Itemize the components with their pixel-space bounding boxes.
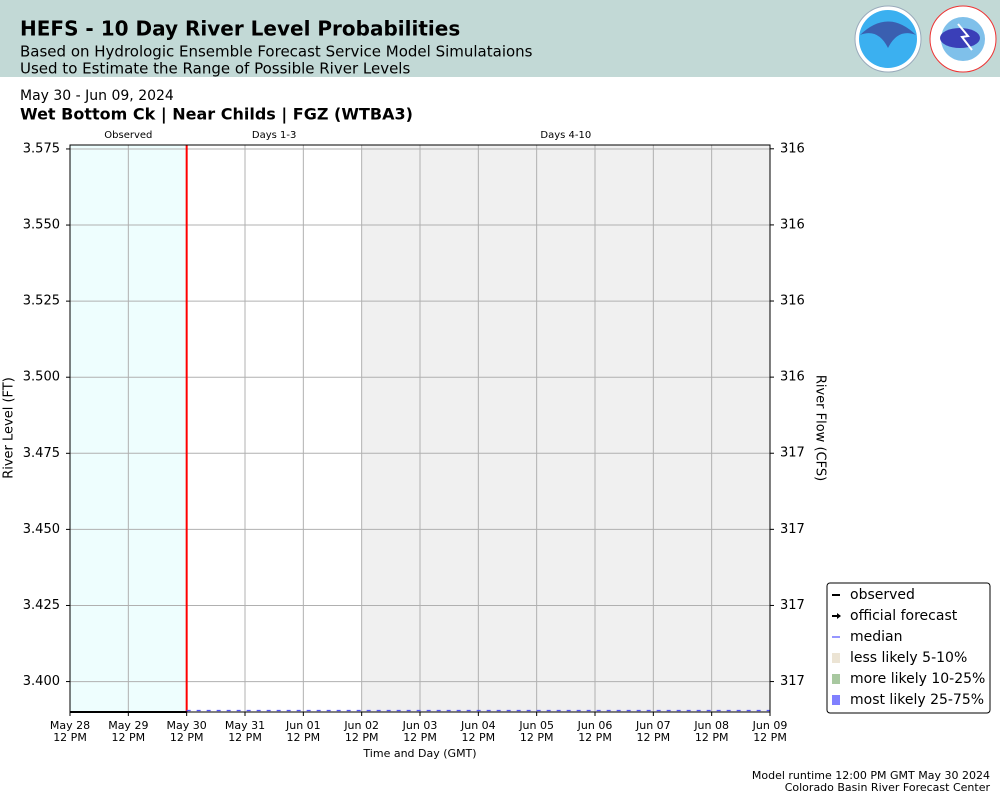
- y2-tick-label: 317: [780, 598, 805, 613]
- page-title: HEFS - 10 Day River Level Probabilities: [20, 17, 460, 41]
- y2-tick-label: 317: [780, 522, 805, 537]
- legend-label: median: [850, 629, 902, 645]
- subtitle: Based on Hydrologic Ensemble Forecast Se…: [20, 43, 533, 61]
- x-tick-label: 12 PM: [520, 731, 554, 744]
- subtitle: Used to Estimate the Range of Possible R…: [20, 60, 410, 78]
- x-tick-label: May 29: [108, 719, 148, 732]
- x-tick-label: 12 PM: [228, 731, 262, 744]
- footer: Model runtime 12:00 PM GMT May 30 2024: [752, 769, 990, 782]
- region: [361, 145, 770, 712]
- x-tick-label: 12 PM: [753, 731, 787, 744]
- legend-swatch: [837, 613, 841, 619]
- y-tick-label: 3.500: [23, 370, 60, 385]
- region: [186, 145, 362, 712]
- footer: Colorado Basin River Forecast Center: [785, 781, 991, 794]
- y2-tick-label: 316: [780, 370, 805, 385]
- x-tick-label: 12 PM: [403, 731, 437, 744]
- legend-label: more likely 10-25%: [850, 671, 985, 687]
- x-tick-label: Jun 09: [752, 719, 788, 732]
- y2-axis-label: River Flow (CFS): [813, 375, 828, 481]
- y-tick-label: 3.450: [23, 522, 60, 537]
- x-tick-label: Jun 05: [518, 719, 554, 732]
- x-tick-label: 12 PM: [112, 731, 146, 744]
- y2-tick-label: 316: [780, 141, 805, 156]
- region-label: Observed: [104, 130, 152, 141]
- legend: observed official forecast median less like…: [826, 582, 991, 714]
- x-tick-label: Jun 07: [635, 719, 671, 732]
- legend-label: official forecast: [850, 608, 958, 624]
- y-tick-label: 3.475: [23, 446, 60, 461]
- legend-swatch: [832, 674, 840, 684]
- x-tick-label: Jun 01: [285, 719, 321, 732]
- legend-label: observed: [850, 587, 915, 603]
- legend-box: [826, 582, 991, 714]
- y-axis-label: River Level (FT): [2, 377, 17, 479]
- y-tick-label: 3.400: [23, 674, 60, 689]
- x-tick-label: Jun 04: [460, 719, 496, 732]
- nws-logo: [929, 5, 997, 73]
- noaa-logo: [854, 5, 922, 73]
- legend-swatch: [832, 653, 840, 663]
- y2-tick-label: 317: [780, 674, 805, 689]
- x-tick-label: Jun 03: [402, 719, 438, 732]
- legend-swatch: [832, 695, 840, 705]
- x-tick-label: 12 PM: [695, 731, 729, 744]
- x-tick-label: May 28: [50, 719, 90, 732]
- x-tick-label: 12 PM: [170, 731, 204, 744]
- x-tick-label: May 31: [225, 719, 265, 732]
- region-label: Days 4-10: [540, 130, 591, 141]
- x-tick-label: 12 PM: [578, 731, 612, 744]
- legend-label: less likely 5-10%: [850, 650, 967, 666]
- x-tick-label: 12 PM: [287, 731, 321, 744]
- x-tick-label: 12 PM: [462, 731, 496, 744]
- date-range: May 30 - Jun 09, 2024: [20, 88, 174, 104]
- chart-title: Wet Bottom Ck | Near Childs | FGZ (WTBA3…: [20, 105, 413, 125]
- y-tick-label: 3.550: [23, 218, 60, 233]
- x-tick-label: Jun 06: [577, 719, 613, 732]
- y-tick-label: 3.425: [23, 598, 60, 613]
- x-tick-label: 12 PM: [345, 731, 379, 744]
- y2-tick-label: 317: [780, 446, 805, 461]
- y-tick-label: 3.525: [23, 294, 60, 309]
- x-tick-label: May 30: [167, 719, 207, 732]
- legend-label: most likely 25-75%: [850, 692, 984, 708]
- y2-tick-label: 316: [780, 217, 805, 232]
- region-label: Days 1-3: [252, 130, 296, 141]
- x-tick-label: Jun 08: [693, 719, 729, 732]
- x-tick-label: 12 PM: [637, 731, 671, 744]
- x-tick-label: 12 PM: [53, 731, 87, 744]
- header-band: [0, 0, 1000, 77]
- plot-frame: [69, 144, 771, 713]
- y-tick-label: 3.575: [23, 141, 60, 156]
- x-tick-label: Jun 02: [343, 719, 379, 732]
- y2-tick-label: 316: [780, 294, 805, 309]
- x-axis-label: Time and Day (GMT): [362, 747, 476, 760]
